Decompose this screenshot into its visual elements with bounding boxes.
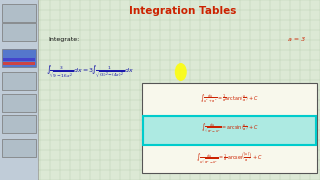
Bar: [2, 115, 36, 133]
Text: Integration Tables: Integration Tables: [129, 6, 236, 16]
Text: Integrate:: Integrate:: [48, 37, 79, 42]
Text: $\int\frac{du}{u\sqrt{a^2-u^2}}=\frac{1}{a}\,\mathrm{arcser}\!\left(\frac{|u|}{a: $\int\frac{du}{u\sqrt{a^2-u^2}}=\frac{1}…: [196, 150, 263, 166]
Bar: [3, 62, 35, 65]
Text: $\int\frac{du}{\sqrt{a^2-u^2}}=\arcsin\!\left(\frac{u}{a}\right)+C$: $\int\frac{du}{\sqrt{a^2-u^2}}=\arcsin\!…: [201, 121, 259, 135]
Bar: [143, 116, 316, 145]
Text: $\int\frac{du}{u^2+a^2}=\frac{1}{a}\arctan\!\left(\frac{u}{a}\right)+C$: $\int\frac{du}{u^2+a^2}=\frac{1}{a}\arct…: [200, 93, 259, 105]
Bar: [2, 72, 36, 90]
Bar: [2, 23, 36, 41]
Text: $\int\!\frac{3}{\sqrt{9-16x^2}}\,dx = 3\!\int\!\frac{1}{\sqrt{(3)^2\!-\!(4x)^2}}: $\int\!\frac{3}{\sqrt{9-16x^2}}\,dx = 3\…: [46, 64, 134, 80]
Bar: [2, 4, 36, 22]
Ellipse shape: [175, 63, 187, 81]
Bar: [2, 139, 36, 157]
Bar: [2, 49, 36, 67]
Bar: [0, 0, 38, 180]
Bar: [3, 58, 35, 61]
Text: a = 3: a = 3: [288, 37, 305, 42]
Bar: [143, 116, 316, 145]
Bar: [2, 94, 36, 112]
Bar: [142, 83, 317, 173]
